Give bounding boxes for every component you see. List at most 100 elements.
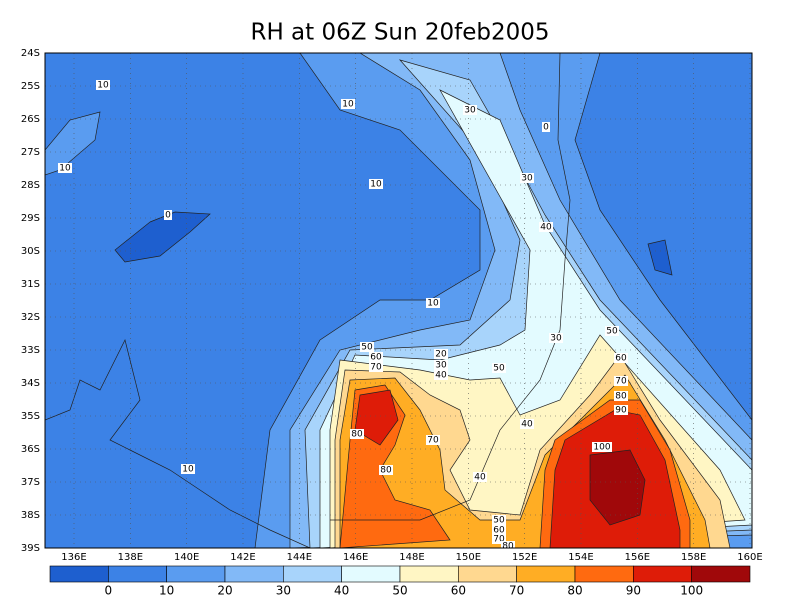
contour-label-text: 10 xyxy=(97,81,109,91)
contour-label-text: 60 xyxy=(615,354,627,364)
contour-label-text: 80 xyxy=(351,430,363,440)
contour-label-text: 50 xyxy=(493,364,505,374)
contour-label: 10 xyxy=(341,99,355,110)
lat-label: 39S xyxy=(21,543,40,554)
lon-label: 142E xyxy=(230,552,255,563)
lat-label: 33S xyxy=(21,345,40,356)
contour-label: 60 xyxy=(369,352,383,363)
contour-label: 40 xyxy=(434,370,448,381)
lon-label: 144E xyxy=(287,552,312,563)
contour-label: 60 xyxy=(492,525,506,536)
colorbar-box xyxy=(399,565,459,583)
contour-label-bg xyxy=(369,179,383,189)
contour-label: 70 xyxy=(369,362,383,373)
lat-label: 28S xyxy=(21,180,40,191)
contour-label-bg xyxy=(369,362,383,372)
contour-label-bg xyxy=(434,370,448,380)
contour-label: 40 xyxy=(539,222,553,233)
contour-label-bg xyxy=(463,105,477,115)
lat-label: 27S xyxy=(21,147,40,158)
contour-label-text: 100 xyxy=(593,443,610,453)
colorbar-label: 0 xyxy=(105,584,113,598)
contour-label-bg xyxy=(434,360,448,370)
lat-label: 34S xyxy=(21,378,40,389)
lon-label: 160E xyxy=(737,552,762,563)
contour-label-bg xyxy=(614,391,628,401)
contour-label-bg xyxy=(539,222,553,232)
contour-label-text: 50 xyxy=(493,516,505,526)
contour-label-bg xyxy=(592,442,612,452)
contour-fill xyxy=(45,53,752,548)
contour-label-text: 30 xyxy=(435,361,447,371)
contour-label-bg xyxy=(614,353,628,363)
contour-label-bg xyxy=(492,534,506,544)
contour-label-text: 10 xyxy=(59,164,71,174)
contour-label-bg xyxy=(492,363,506,373)
contour-label-bg xyxy=(96,80,110,90)
contour-label-text: 10 xyxy=(427,299,439,309)
contour-label-text: 70 xyxy=(427,436,439,446)
lat-label: 30S xyxy=(21,246,40,257)
lat-label: 31S xyxy=(21,279,40,290)
contour-label-bg xyxy=(542,122,550,132)
contour-label: 30 xyxy=(463,105,477,116)
title: RH at 06Z Sun 20feb2005 xyxy=(250,20,549,46)
contour-label: 80 xyxy=(350,429,364,440)
contour-label-text: 40 xyxy=(521,420,533,430)
colorbar-label: 30 xyxy=(276,584,291,598)
contour-label-text: 90 xyxy=(615,406,627,416)
contour-label-text: 30 xyxy=(464,106,476,116)
contour-label: 70 xyxy=(426,435,440,446)
lat-label: 26S xyxy=(21,114,40,125)
lat-label: 35S xyxy=(21,411,40,422)
contour-label-text: 80 xyxy=(615,392,627,402)
plot-frame xyxy=(44,52,753,549)
lon-label: 146E xyxy=(343,552,368,563)
contour-label: 30 xyxy=(549,333,563,344)
contour-label: 20 xyxy=(434,349,448,360)
lat-label: 24S xyxy=(21,48,40,59)
lon-label: 152E xyxy=(512,552,537,563)
colorbar-box xyxy=(691,565,751,583)
contour-label: 50 xyxy=(605,326,619,337)
contour-label-bg xyxy=(549,333,563,343)
lat-label: 38S xyxy=(21,510,40,521)
lon-label: 150E xyxy=(456,552,481,563)
contour-label-text: 50 xyxy=(361,343,373,353)
contour-label: 0 xyxy=(164,210,172,221)
contour-label-text: 10 xyxy=(182,465,194,475)
contour-label-bg xyxy=(181,464,195,474)
contour-label: 10 xyxy=(58,163,72,174)
contour-label-bg xyxy=(614,405,628,415)
contour-label-text: 70 xyxy=(493,535,505,545)
colorbar-box xyxy=(574,565,634,583)
colorbar-box xyxy=(166,565,226,583)
contour-label: 80 xyxy=(379,465,393,476)
contour-label: 10 xyxy=(426,298,440,309)
lon-label: 138E xyxy=(118,552,143,563)
contour-label: 80 xyxy=(614,391,628,402)
colorbar-box xyxy=(341,565,401,583)
contour-label-text: 80 xyxy=(380,466,392,476)
lat-label: 36S xyxy=(21,444,40,455)
contour-label: 30 xyxy=(520,173,534,184)
contour-label: 80 xyxy=(501,541,515,552)
contour-label-bg xyxy=(501,541,515,551)
contour-label: 40 xyxy=(473,472,487,483)
lat-label: 37S xyxy=(21,477,40,488)
colorbar-label: 20 xyxy=(217,584,232,598)
contour-label-text: 70 xyxy=(370,363,382,373)
colorbar-box xyxy=(283,565,342,583)
colorbar-label: 10 xyxy=(159,584,174,598)
contour-label-bg xyxy=(434,349,448,359)
contour-label-text: 10 xyxy=(370,180,382,190)
contour-label-text: 60 xyxy=(493,526,505,536)
colorbar-box xyxy=(49,565,109,583)
lat-label: 32S xyxy=(21,312,40,323)
contour-label: 30 xyxy=(434,360,448,371)
contour-label-bg xyxy=(341,99,355,109)
contour-label-bg xyxy=(350,429,364,439)
contour-label-bg xyxy=(492,525,506,535)
contour-label-text: 50 xyxy=(606,327,618,337)
